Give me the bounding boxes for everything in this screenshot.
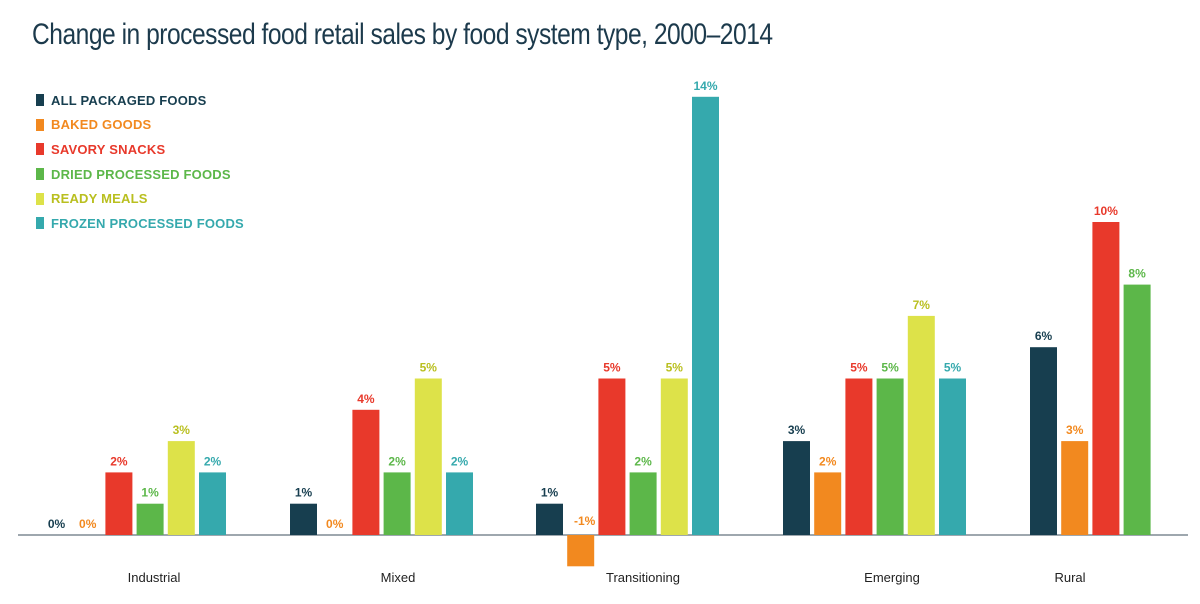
legend-swatch — [36, 118, 44, 131]
data-label: 0% — [48, 517, 66, 531]
data-label: 14% — [693, 79, 717, 93]
legend-item-dried-processed-foods: DRIED PROCESSED FOODS — [36, 162, 244, 187]
legend-item-ready-meals: READY MEALS — [36, 186, 244, 211]
legend-label: READY MEALS — [51, 191, 148, 207]
bar — [1061, 441, 1089, 535]
data-label: 2% — [110, 454, 128, 468]
data-label: 10% — [1094, 204, 1118, 218]
data-label: 0% — [79, 517, 97, 531]
legend-swatch — [36, 143, 44, 156]
legend-label: FROZEN PROCESSED FOODS — [51, 215, 244, 231]
data-label: 5% — [420, 361, 438, 375]
data-label: 5% — [944, 361, 962, 375]
legend-swatch — [36, 168, 44, 181]
data-label: -1% — [574, 514, 596, 528]
data-label: 2% — [819, 454, 837, 468]
bar — [783, 441, 810, 535]
data-label: 1% — [141, 486, 159, 500]
legend-label: SAVORY SNACKS — [51, 141, 166, 157]
bar — [814, 472, 842, 535]
category-label: Mixed — [381, 570, 416, 585]
bar — [1123, 284, 1151, 535]
bar — [660, 378, 688, 535]
bar — [290, 503, 317, 535]
legend-label: ALL PACKAGED FOODS — [51, 92, 207, 108]
bar — [352, 409, 380, 535]
bar — [939, 378, 966, 535]
data-label: 3% — [173, 423, 191, 437]
legend-item-frozen-processed-foods: FROZEN PROCESSED FOODS — [36, 211, 244, 236]
bar — [598, 378, 626, 535]
category-label: Emerging — [864, 570, 920, 585]
category-label: Transitioning — [606, 570, 680, 585]
legend-label: BAKED GOODS — [51, 117, 152, 133]
bar — [1030, 347, 1057, 535]
bar — [414, 378, 442, 535]
data-label: 0% — [326, 517, 344, 531]
data-label: 3% — [1066, 423, 1084, 437]
chart-title: Change in processed food retail sales by… — [32, 18, 773, 51]
data-label: 5% — [666, 361, 684, 375]
legend: ALL PACKAGED FOODS BAKED GOODS SAVORY SN… — [36, 88, 244, 236]
bar — [105, 472, 133, 535]
data-label: 2% — [451, 454, 469, 468]
legend-label: DRIED PROCESSED FOODS — [51, 166, 231, 182]
bar — [383, 472, 411, 535]
data-label: 1% — [295, 486, 313, 500]
bar — [876, 378, 904, 535]
data-label: 8% — [1128, 267, 1146, 281]
data-label: 2% — [204, 454, 222, 468]
category-label: Rural — [1054, 570, 1085, 585]
legend-item-savory-snacks: SAVORY SNACKS — [36, 137, 244, 162]
data-label: 6% — [1035, 329, 1053, 343]
data-label: 5% — [850, 361, 868, 375]
legend-item-baked-goods: BAKED GOODS — [36, 113, 244, 138]
data-label: 5% — [881, 361, 899, 375]
bar — [167, 441, 195, 535]
bar — [446, 472, 473, 535]
bar — [1092, 222, 1120, 535]
legend-swatch — [36, 217, 44, 230]
data-label: 1% — [541, 486, 559, 500]
data-label: 5% — [603, 361, 621, 375]
bar — [629, 472, 657, 535]
bar — [567, 535, 595, 567]
data-label: 4% — [357, 392, 375, 406]
bar — [199, 472, 226, 535]
legend-item-all-packaged-foods: ALL PACKAGED FOODS — [36, 88, 244, 113]
category-label: Industrial — [128, 570, 181, 585]
bar — [136, 503, 164, 535]
bar — [692, 96, 719, 536]
bar — [536, 503, 563, 535]
legend-swatch — [36, 94, 44, 107]
data-label: 7% — [913, 298, 931, 312]
bar — [907, 315, 935, 535]
legend-swatch — [36, 192, 44, 205]
bar — [845, 378, 873, 535]
data-label: 3% — [788, 423, 806, 437]
data-label: 2% — [634, 454, 652, 468]
data-label: 2% — [388, 454, 406, 468]
